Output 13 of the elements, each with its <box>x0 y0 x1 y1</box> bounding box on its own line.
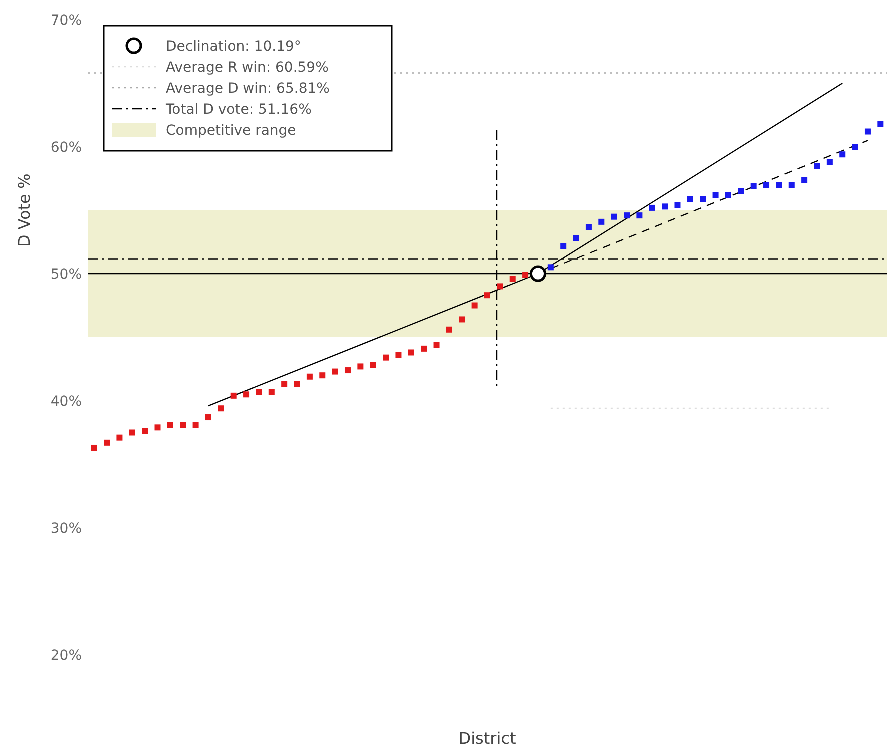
legend-label: Declination: 10.19° <box>166 38 302 55</box>
y-tick-label: 30% <box>50 520 82 537</box>
y-tick-label: 40% <box>50 394 82 410</box>
legend-label: Competitive range <box>166 122 296 139</box>
y-tick-label: 50% <box>50 266 82 283</box>
legend-label: Total D vote: 51.16% <box>165 102 312 118</box>
x-axis-title: District <box>458 729 516 748</box>
y-tick-label: 60% <box>50 140 82 156</box>
y-tick-label: 20% <box>50 648 82 664</box>
legend-label: Average D win: 65.81% <box>166 80 330 97</box>
legend-label: Average R win: 60.59% <box>166 60 329 76</box>
y-axis-title: D Vote % <box>15 174 34 248</box>
y-tick-label: 70% <box>50 12 82 29</box>
